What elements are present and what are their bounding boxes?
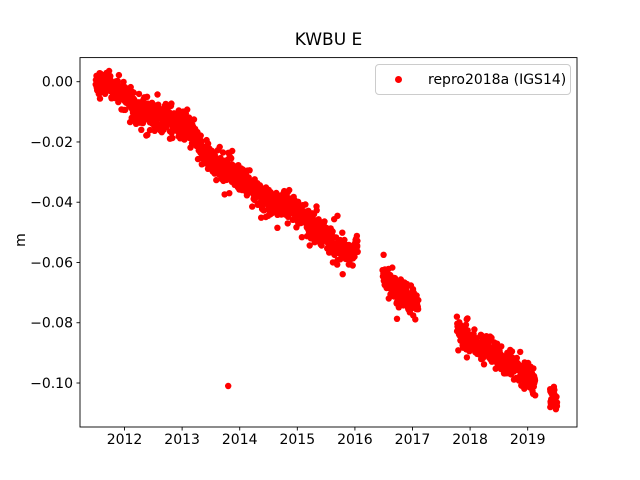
- y-tick-label: −0.02: [30, 135, 73, 151]
- legend-marker-icon: [395, 76, 402, 83]
- axis-tick-labels: 2012 2013 2014 2015 2016 2017 2018 2019 0.00 −0.0…: [30, 75, 545, 448]
- y-axis-label: m: [13, 233, 29, 247]
- y-tick-label: −0.06: [30, 255, 73, 271]
- scatter-series: [92, 67, 561, 413]
- y-tick-label: −0.08: [30, 316, 73, 332]
- chart-title: KWBU E: [294, 30, 363, 50]
- legend: repro2018a (IGS14): [375, 64, 571, 95]
- y-tick-label: 0.00: [42, 75, 73, 91]
- x-tick-label: 2014: [222, 432, 258, 448]
- y-tick-label: −0.04: [30, 195, 73, 211]
- x-tick-label: 2015: [279, 432, 315, 448]
- axis-ticks: [76, 81, 529, 431]
- axes-spines: [79, 57, 578, 428]
- y-tick-label: −0.10: [30, 376, 73, 392]
- x-tick-label: 2018: [452, 432, 488, 448]
- legend-label: repro2018a (IGS14): [428, 71, 567, 88]
- x-tick-label: 2016: [337, 432, 373, 448]
- x-tick-label: 2017: [395, 432, 431, 448]
- x-tick-label: 2013: [164, 432, 200, 448]
- x-tick-label: 2012: [107, 432, 143, 448]
- x-tick-label: 2019: [510, 432, 546, 448]
